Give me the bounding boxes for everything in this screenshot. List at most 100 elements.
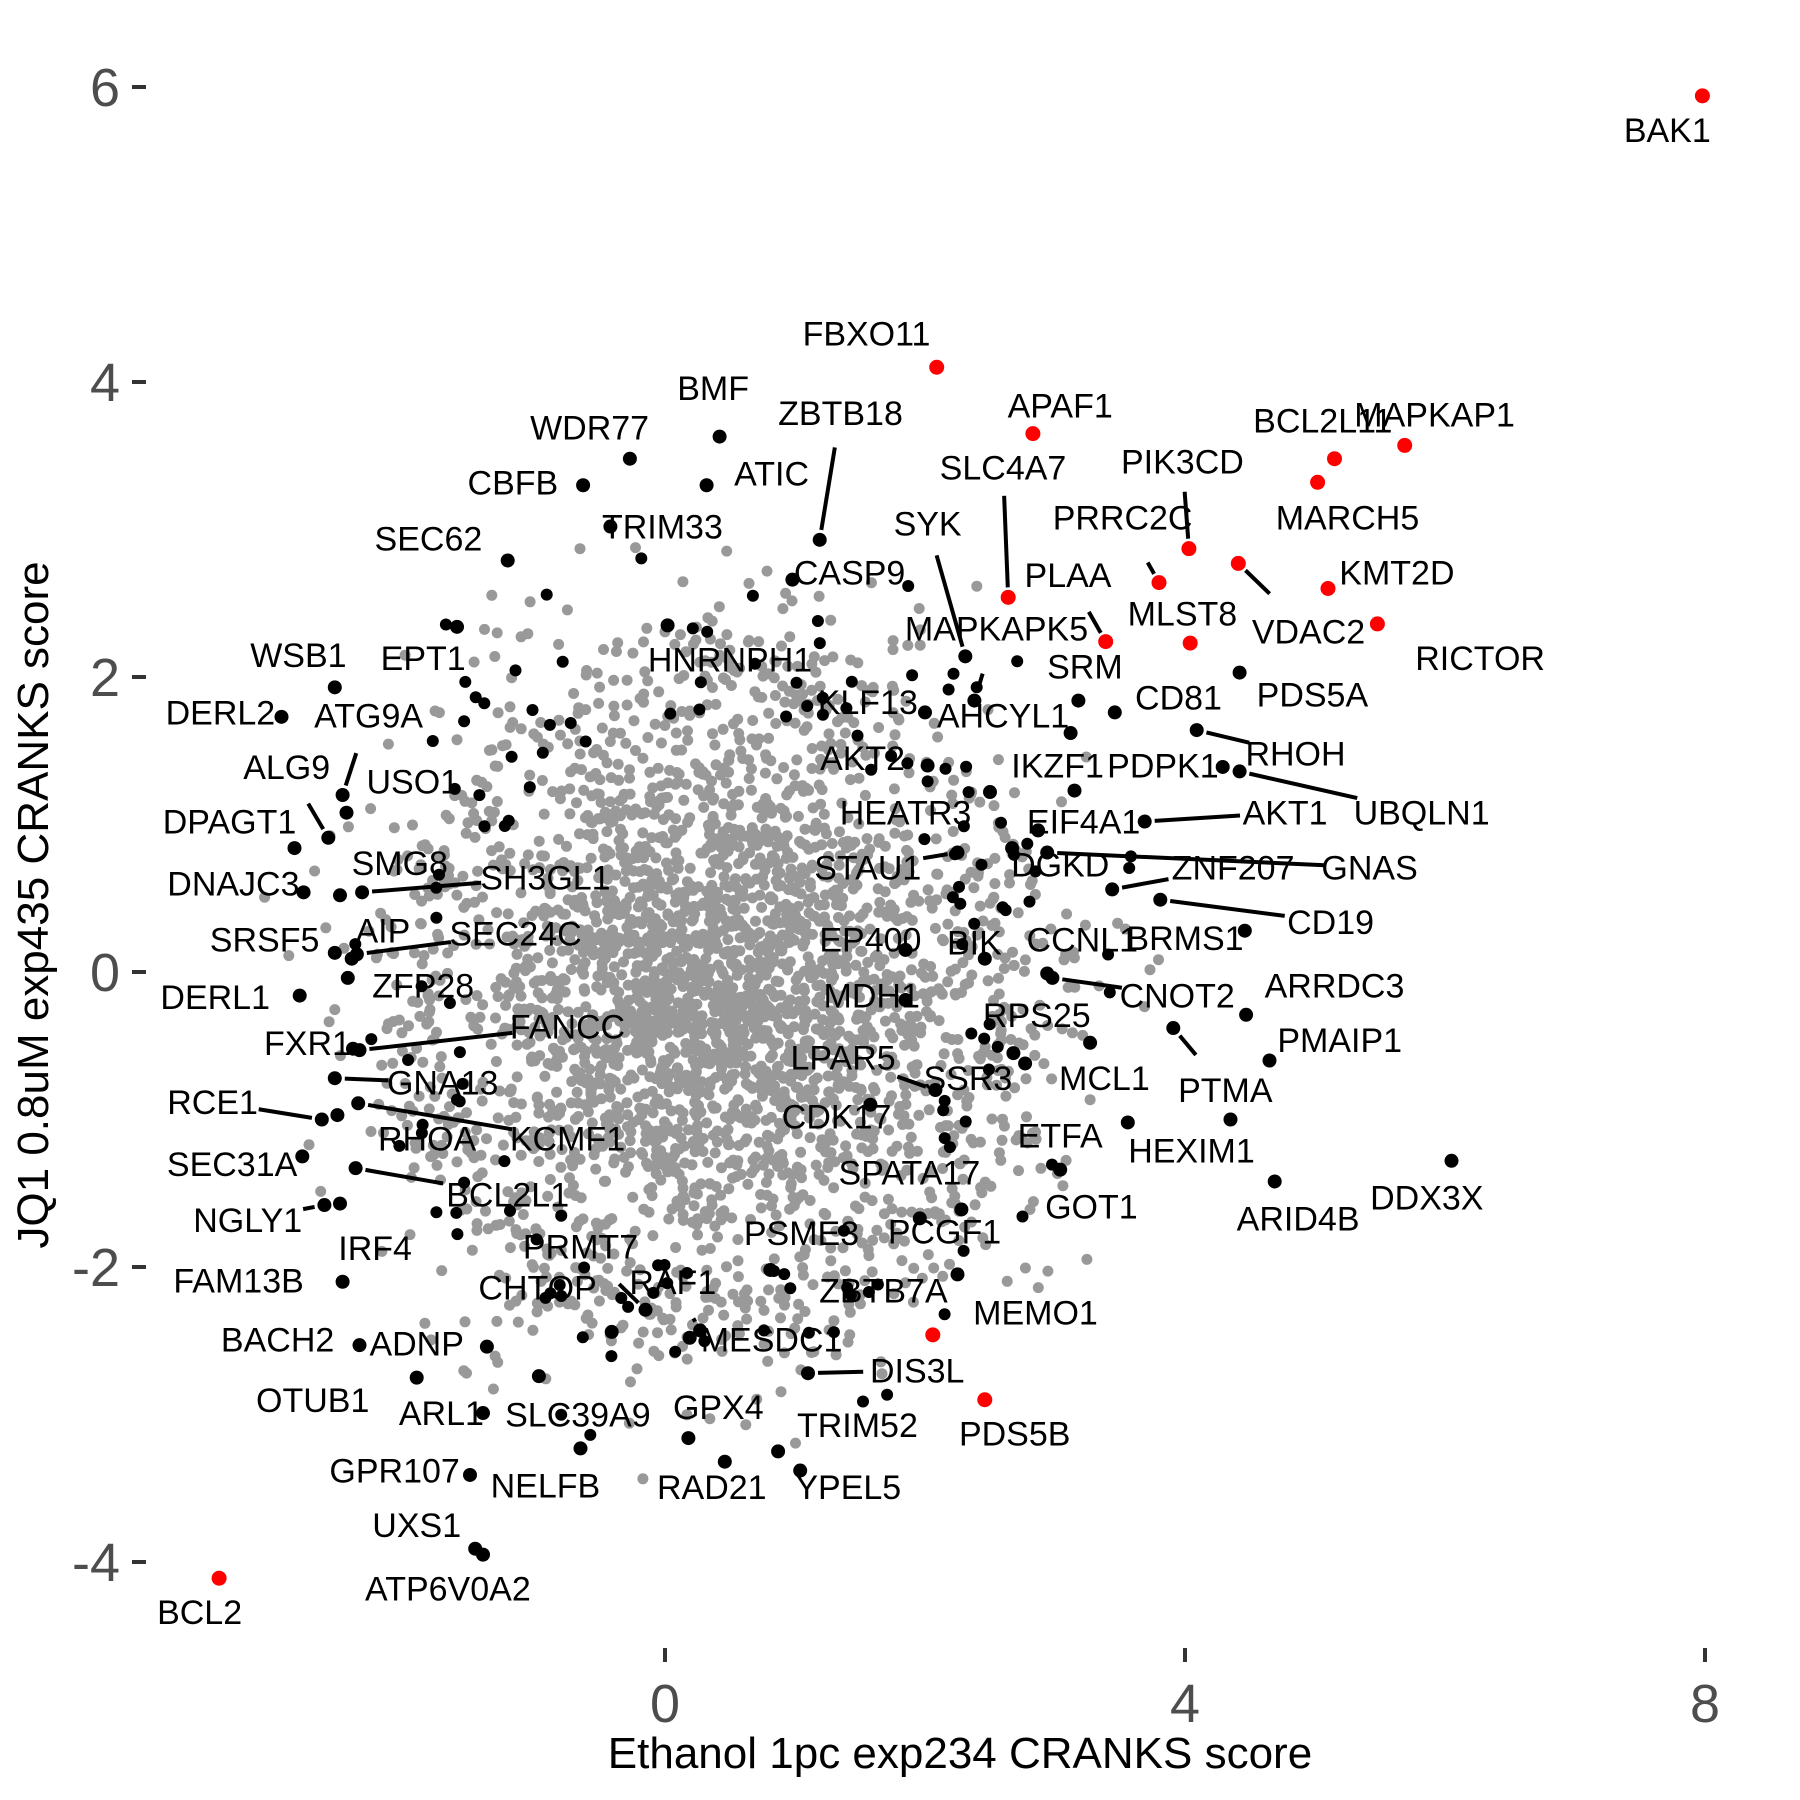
label-trim33: TRIM33 — [602, 509, 723, 547]
background-point — [612, 758, 624, 770]
background-point — [515, 1229, 526, 1241]
background-point — [569, 954, 581, 966]
background-point — [933, 1015, 945, 1027]
background-point — [598, 644, 609, 655]
background-point — [669, 1345, 682, 1358]
background-point — [925, 805, 936, 816]
background-point — [469, 831, 481, 843]
background-point — [709, 739, 721, 751]
point-trim52 — [771, 1444, 786, 1459]
background-point — [708, 1129, 719, 1141]
background-point — [539, 850, 550, 862]
background-point — [926, 986, 937, 998]
point-rhoa — [330, 1108, 345, 1123]
point-hnrnph1 — [660, 618, 675, 633]
point-zfp28 — [340, 970, 355, 985]
background-point — [590, 1163, 602, 1175]
background-point — [510, 1295, 522, 1307]
background-point — [761, 1140, 773, 1152]
background-point — [858, 1037, 870, 1048]
background-point — [1009, 787, 1020, 799]
background-point — [533, 835, 545, 847]
background-point — [533, 1107, 545, 1119]
background-point — [703, 1304, 714, 1316]
background-point — [814, 899, 825, 911]
background-point — [525, 1181, 537, 1193]
background-point — [935, 1121, 946, 1133]
background-point — [706, 1194, 718, 1206]
background-point — [942, 918, 954, 930]
background-point — [645, 796, 656, 808]
background-point — [867, 686, 879, 698]
label-pdpk1: PDPK1 — [1107, 748, 1219, 786]
background-point — [779, 1299, 790, 1311]
background-point — [556, 655, 569, 668]
background-point — [630, 1012, 642, 1024]
background-point — [760, 1176, 772, 1188]
background-point — [681, 1069, 692, 1081]
background-point — [576, 764, 587, 776]
background-point — [943, 1141, 956, 1154]
background-point — [335, 1050, 346, 1062]
background-point — [792, 1313, 804, 1325]
background-point — [625, 1069, 637, 1081]
background-point — [827, 757, 839, 769]
background-point — [885, 749, 898, 762]
background-point — [599, 952, 611, 964]
background-point — [423, 1016, 435, 1028]
label-smg8: SMG8 — [352, 845, 448, 883]
background-point — [536, 775, 548, 786]
background-point — [665, 1324, 677, 1336]
background-point — [801, 700, 814, 712]
background-point — [604, 796, 616, 808]
label-spata17: SPATA17 — [839, 1155, 981, 1193]
background-point — [902, 580, 915, 592]
background-point — [615, 1141, 627, 1153]
background-point — [906, 1061, 918, 1073]
background-point — [329, 1004, 341, 1016]
background-point — [995, 1154, 1007, 1166]
background-point — [719, 832, 731, 844]
background-point — [634, 1264, 646, 1276]
background-point — [1005, 1034, 1017, 1045]
background-point — [490, 981, 502, 993]
background-point — [999, 952, 1011, 964]
background-point — [865, 577, 877, 589]
background-point — [875, 1113, 887, 1125]
background-point — [535, 1275, 547, 1287]
background-point — [687, 884, 699, 896]
background-point — [642, 932, 653, 944]
background-point — [793, 1043, 805, 1055]
background-point — [751, 1024, 763, 1036]
background-point — [637, 752, 649, 764]
background-point — [750, 1151, 762, 1163]
background-point — [602, 905, 614, 917]
background-point — [655, 1066, 667, 1078]
background-point — [721, 653, 733, 664]
background-point — [802, 1326, 815, 1339]
background-point — [775, 802, 787, 814]
point-mdh1 — [898, 993, 913, 1008]
background-point — [423, 1103, 435, 1115]
background-point — [629, 1025, 641, 1037]
background-point — [749, 1163, 761, 1175]
background-point — [792, 923, 804, 935]
background-point — [609, 895, 620, 907]
background-point — [858, 853, 870, 865]
background-point — [553, 638, 565, 650]
background-point — [588, 1032, 600, 1044]
label-vdac2: VDAC2 — [1252, 613, 1365, 651]
background-point — [866, 1044, 878, 1056]
background-point — [458, 715, 471, 728]
background-point — [647, 950, 659, 962]
point-mapkap1 — [1397, 437, 1413, 453]
background-point — [722, 975, 734, 987]
background-point — [720, 674, 731, 685]
background-point — [778, 762, 790, 773]
label-rhoa: RHOA — [378, 1121, 477, 1159]
background-point — [781, 1024, 792, 1036]
background-point — [649, 1004, 661, 1016]
background-point — [1080, 751, 1092, 763]
background-point — [717, 723, 729, 735]
background-point — [574, 1067, 586, 1079]
